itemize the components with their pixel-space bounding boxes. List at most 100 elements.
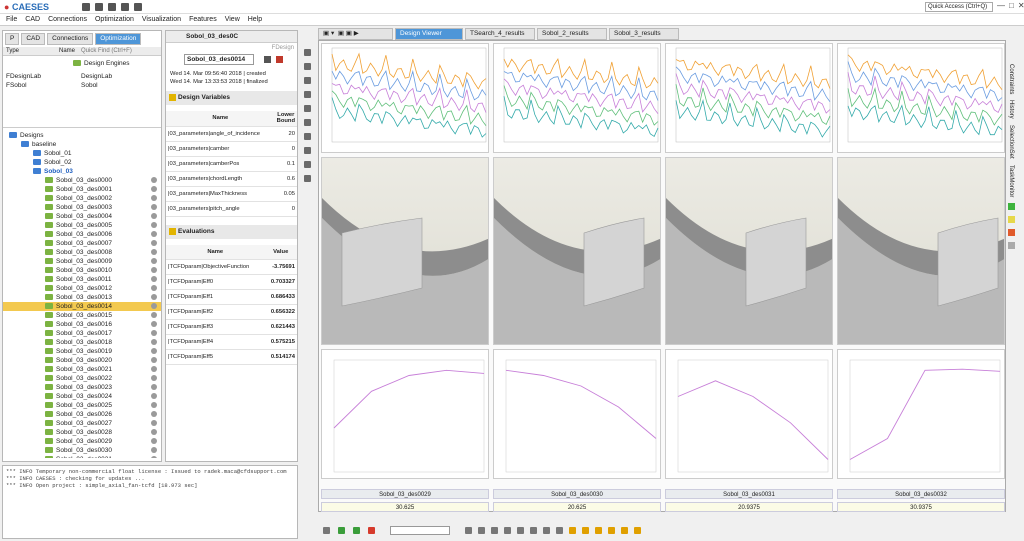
fill-icon[interactable]: [503, 527, 511, 534]
table-row[interactable]: |TCFDparam|ObjectiveFunction -3.75691: [166, 259, 297, 275]
table-row[interactable]: |03_parameters|pitch_angle 0: [166, 201, 297, 217]
tab-sobol2-results[interactable]: Sobol_2_results: [537, 28, 607, 40]
design-item[interactable]: Sobol_03_des0012: [3, 284, 161, 293]
table-row[interactable]: |TCFDparam|Eff1 0.686433: [166, 289, 297, 305]
design-item[interactable]: Sobol_03_des0005: [3, 221, 161, 230]
axis-icon[interactable]: [555, 527, 563, 534]
design-item[interactable]: Sobol_03_des0020: [3, 356, 161, 365]
efficiency-plot[interactable]: [493, 349, 661, 479]
design-item[interactable]: Sobol_03_des0023: [3, 383, 161, 392]
table-row[interactable]: |03_parameters|camber 0: [166, 141, 297, 157]
design-item[interactable]: Sobol_03_des0007: [3, 239, 161, 248]
close-button[interactable]: ✕: [1017, 1, 1024, 10]
tab-optimization[interactable]: Optimization: [95, 33, 142, 45]
geometry-view[interactable]: [665, 157, 833, 345]
minimize-button[interactable]: —: [997, 1, 1005, 10]
menu-optimization[interactable]: Optimization: [94, 16, 134, 23]
design-item[interactable]: Sobol_03_des0011: [3, 275, 161, 284]
table-row[interactable]: |03_parameters|camberPos 0.1: [166, 156, 297, 172]
redo-icon[interactable]: [134, 3, 142, 11]
design-item[interactable]: Sobol_03_des0002: [3, 194, 161, 203]
design-item[interactable]: Sobol_03_des0019: [3, 347, 161, 356]
quick-find-input[interactable]: Quick Find (Ctrl+F): [81, 48, 132, 54]
view-select[interactable]: [389, 526, 450, 535]
measure-tool-icon[interactable]: [304, 147, 311, 154]
shape-icon[interactable]: [542, 527, 550, 534]
open-icon[interactable]: [95, 3, 103, 11]
design-item[interactable]: Sobol_03_des0000: [3, 176, 161, 185]
design-item[interactable]: Sobol_03_des0013: [3, 293, 161, 302]
view-right-icon[interactable]: [607, 527, 615, 534]
undo-icon[interactable]: [121, 3, 129, 11]
design-item[interactable]: Sobol_03_des0016: [3, 320, 161, 329]
menu-help[interactable]: Help: [247, 16, 263, 23]
grid-tool-icon[interactable]: [304, 133, 311, 140]
view-left-icon[interactable]: [594, 527, 602, 534]
design-item[interactable]: Sobol_03_des0004: [3, 212, 161, 221]
tab-sobol3-results[interactable]: Sobol_3_results: [609, 28, 679, 40]
quick-access-input[interactable]: Quick Access (Ctrl+Q): [925, 2, 993, 12]
tab-design-viewer[interactable]: Design Viewer: [395, 28, 463, 40]
design-variables-header[interactable]: Design Variables: [166, 91, 297, 105]
spectrum-plot[interactable]: [837, 43, 1005, 153]
point-tool-icon[interactable]: [304, 63, 311, 70]
geometry-view[interactable]: [837, 157, 1005, 345]
sobol-folder[interactable]: Sobol_03: [3, 167, 161, 176]
new-icon[interactable]: [82, 3, 90, 11]
view-back-icon[interactable]: [581, 527, 589, 534]
view-tool-icon[interactable]: [304, 105, 311, 112]
refresh-icon[interactable]: [352, 527, 360, 534]
efficiency-plot[interactable]: [665, 349, 833, 479]
tab-connections[interactable]: Connections: [47, 33, 94, 45]
efficiency-plot[interactable]: [321, 349, 489, 479]
view-bottom-icon[interactable]: [633, 527, 641, 534]
zoom-tool-icon[interactable]: [304, 91, 311, 98]
dot-icon[interactable]: [464, 527, 472, 534]
pen-tool-icon[interactable]: [304, 77, 311, 84]
line-icon[interactable]: [516, 527, 524, 534]
menu-visualization[interactable]: Visualization: [141, 16, 182, 23]
menu-features[interactable]: Features: [189, 16, 217, 23]
geometry-view[interactable]: [321, 157, 489, 345]
view-front-icon[interactable]: [568, 527, 576, 534]
design-item[interactable]: Sobol_03_des0008: [3, 248, 161, 257]
design-item[interactable]: Sobol_03_des0028: [3, 428, 161, 437]
grid-icon[interactable]: [529, 527, 537, 534]
evaluations-header[interactable]: Evaluations: [166, 224, 297, 239]
baseline-folder[interactable]: baseline: [3, 140, 161, 149]
design-item[interactable]: Sobol_03_des0001: [3, 185, 161, 194]
spectrum-plot[interactable]: [665, 43, 833, 153]
camera-tool-icon[interactable]: [304, 161, 311, 168]
table-row[interactable]: |TCFDparam|Eff5 0.514174: [166, 349, 297, 365]
menu-file[interactable]: File: [6, 16, 18, 23]
design-item[interactable]: Sobol_03_des0030: [3, 446, 161, 455]
design-item[interactable]: Sobol_03_des0010: [3, 266, 161, 275]
menu-cad[interactable]: CAD: [25, 16, 41, 23]
table-row[interactable]: |TCFDparam|Eff2 0.656322: [166, 304, 297, 320]
table-row[interactable]: |03_parameters|angle_of_incidence 20: [166, 126, 297, 142]
design-name-input[interactable]: Sobol_03_des0014: [184, 54, 254, 65]
design-item[interactable]: Sobol_03_des0006: [3, 230, 161, 239]
design-name-label[interactable]: Sobol_03_des0030: [493, 489, 661, 499]
design-item[interactable]: Sobol_03_des0015: [3, 311, 161, 320]
design-item[interactable]: Sobol_03_des0031: [3, 455, 161, 458]
design-item[interactable]: Sobol_03_des0029: [3, 437, 161, 446]
spectrum-plot[interactable]: [493, 43, 661, 153]
design-item[interactable]: Sobol_03_des0022: [3, 374, 161, 383]
table-row[interactable]: |03_parameters|MaxThickness 0.05: [166, 186, 297, 202]
design-item[interactable]: Sobol_03_des0025: [3, 401, 161, 410]
design-item[interactable]: Sobol_03_des0003: [3, 203, 161, 212]
tab-p[interactable]: P: [5, 33, 20, 45]
engines-folder[interactable]: Design Engines: [3, 59, 161, 68]
design-item[interactable]: Sobol_03_des0014: [3, 302, 161, 311]
link-icon[interactable]: [490, 527, 498, 534]
stop-icon[interactable]: [367, 527, 375, 534]
table-row[interactable]: |TCFDparam|Eff3 0.621443: [166, 319, 297, 335]
shade-tool-icon[interactable]: [304, 119, 311, 126]
maximize-button[interactable]: □: [1009, 1, 1014, 10]
select-tool-icon[interactable]: [304, 49, 311, 56]
design-item[interactable]: Sobol_03_des0027: [3, 419, 161, 428]
delete-icon[interactable]: [276, 56, 283, 63]
menu-connections[interactable]: Connections: [48, 16, 87, 23]
geometry-view[interactable]: [493, 157, 661, 345]
